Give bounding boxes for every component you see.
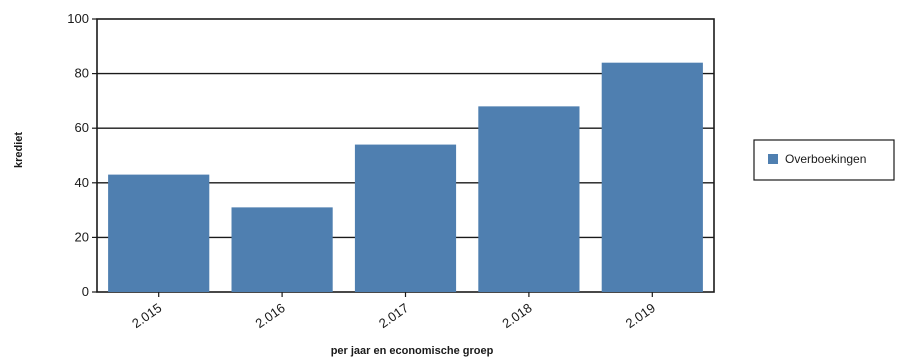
x-axis-title: per jaar en economische groep [331, 345, 494, 357]
x-tick-label: 2.018 [499, 300, 534, 331]
y-axis-ticks: 0 20 40 60 80 100 [67, 11, 97, 299]
y-tick-label: 60 [75, 120, 89, 135]
bar-2.015 [108, 174, 210, 292]
bar-2.018 [478, 106, 580, 292]
legend-swatch [768, 154, 778, 164]
y-tick-label: 100 [67, 11, 89, 26]
legend: Overboekingen [753, 139, 895, 181]
y-tick-label: 40 [75, 175, 89, 190]
bars [108, 62, 703, 293]
x-tick-label: 2.016 [253, 300, 288, 331]
legend-label: Overboekingen [785, 152, 866, 166]
x-tick-label: 2.017 [376, 300, 411, 331]
y-tick-label: 80 [75, 66, 89, 81]
bar-2.017 [354, 144, 457, 292]
bar-2.016 [231, 207, 333, 292]
y-axis-title: krediet [13, 132, 25, 168]
x-axis-ticks: 2.015 2.016 2.017 2.018 2.019 [129, 292, 658, 331]
x-tick-label: 2.015 [129, 300, 164, 331]
y-tick-label: 0 [82, 284, 89, 299]
y-tick-label: 20 [75, 229, 89, 244]
bar-2.019 [601, 62, 703, 293]
x-tick-label: 2.019 [623, 300, 658, 331]
